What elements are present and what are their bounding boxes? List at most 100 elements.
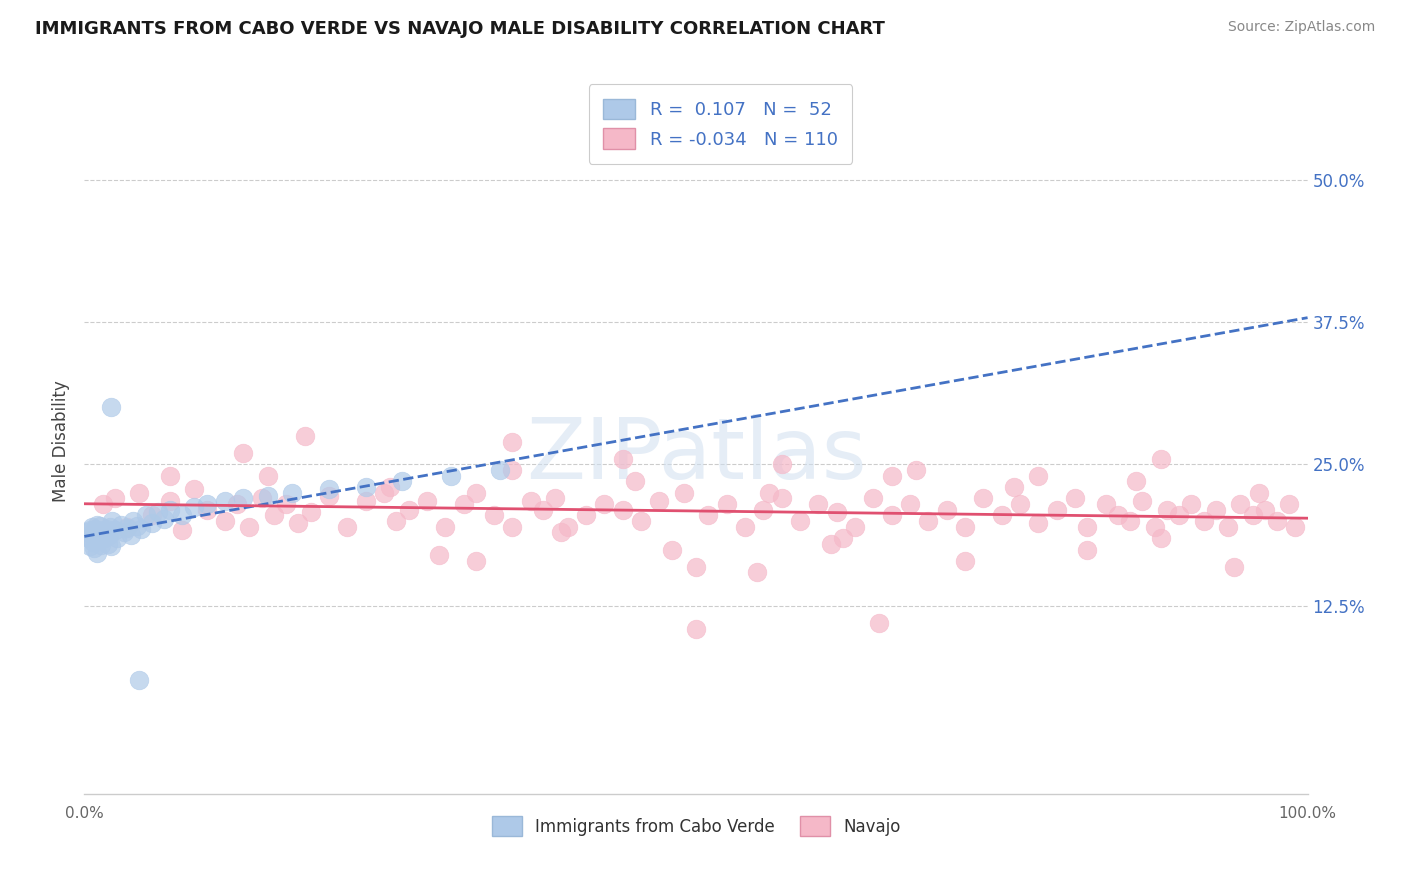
Point [79, 523, 101, 537]
Point [1125, 475, 1147, 489]
Point [87, 526, 110, 541]
Point [550, 525, 572, 540]
Point [770, 491, 793, 506]
Point [898, 497, 921, 511]
Point [146, 505, 169, 519]
Point [318, 483, 340, 497]
Point [557, 520, 579, 534]
Point [159, 468, 181, 483]
Point [172, 523, 194, 537]
Point [972, 491, 994, 506]
Point [115, 520, 138, 534]
Point [97, 537, 120, 551]
Point [128, 673, 150, 688]
Point [1229, 497, 1251, 511]
Point [1180, 497, 1202, 511]
Point [1132, 493, 1154, 508]
Point [1247, 485, 1270, 500]
Point [84, 522, 107, 536]
Point [110, 517, 132, 532]
Point [825, 505, 848, 519]
Point [257, 468, 280, 483]
Point [612, 451, 634, 466]
Point [276, 497, 298, 511]
Point [101, 514, 124, 528]
Point [905, 463, 928, 477]
Point [844, 520, 866, 534]
Point [159, 502, 181, 516]
Point [1010, 497, 1032, 511]
Point [159, 493, 181, 508]
Point [807, 497, 830, 511]
Point [991, 508, 1014, 523]
Point [232, 446, 254, 460]
Point [257, 489, 280, 503]
Point [953, 520, 976, 534]
Point [195, 502, 218, 516]
Point [1076, 542, 1098, 557]
Point [129, 522, 152, 536]
Point [544, 491, 567, 506]
Point [380, 480, 402, 494]
Point [416, 493, 439, 508]
Point [97, 527, 120, 541]
Point [294, 429, 316, 443]
Point [100, 539, 122, 553]
Point [1046, 502, 1069, 516]
Point [1150, 531, 1173, 545]
Point [1028, 516, 1050, 531]
Point [575, 508, 598, 523]
Point [135, 508, 157, 523]
Point [77, 525, 100, 540]
Point [869, 616, 891, 631]
Point [624, 475, 647, 489]
Point [82, 527, 104, 541]
Legend: Immigrants from Cabo Verde, Navajo: Immigrants from Cabo Verde, Navajo [478, 803, 914, 849]
Point [464, 485, 486, 500]
Point [1156, 502, 1178, 516]
Point [96, 522, 118, 536]
Point [758, 485, 780, 500]
Point [79, 539, 101, 553]
Point [935, 502, 957, 516]
Point [1278, 497, 1301, 511]
Point [1192, 514, 1215, 528]
Point [195, 497, 218, 511]
Point [1168, 508, 1191, 523]
Point [281, 485, 304, 500]
Point [91, 524, 114, 539]
Point [1216, 520, 1239, 534]
Point [86, 517, 108, 532]
Point [862, 491, 884, 506]
Point [831, 531, 853, 545]
Point [716, 497, 738, 511]
Point [90, 538, 112, 552]
Point [440, 468, 463, 483]
Point [105, 531, 128, 545]
Point [630, 514, 652, 528]
Point [141, 508, 163, 523]
Point [1002, 480, 1025, 494]
Point [336, 520, 359, 534]
Point [917, 514, 939, 528]
Point [112, 525, 135, 540]
Point [482, 508, 505, 523]
Point [612, 502, 634, 516]
Point [880, 508, 903, 523]
Point [232, 491, 254, 506]
Point [1150, 451, 1173, 466]
Point [354, 493, 377, 508]
Point [263, 508, 285, 523]
Point [80, 520, 103, 534]
Point [1064, 491, 1087, 506]
Point [502, 520, 524, 534]
Point [214, 514, 236, 528]
Point [86, 546, 108, 560]
Point [122, 514, 145, 528]
Point [100, 401, 122, 415]
Point [104, 491, 127, 506]
Point [770, 457, 793, 471]
Point [752, 502, 775, 516]
Point [214, 493, 236, 508]
Point [747, 566, 769, 580]
